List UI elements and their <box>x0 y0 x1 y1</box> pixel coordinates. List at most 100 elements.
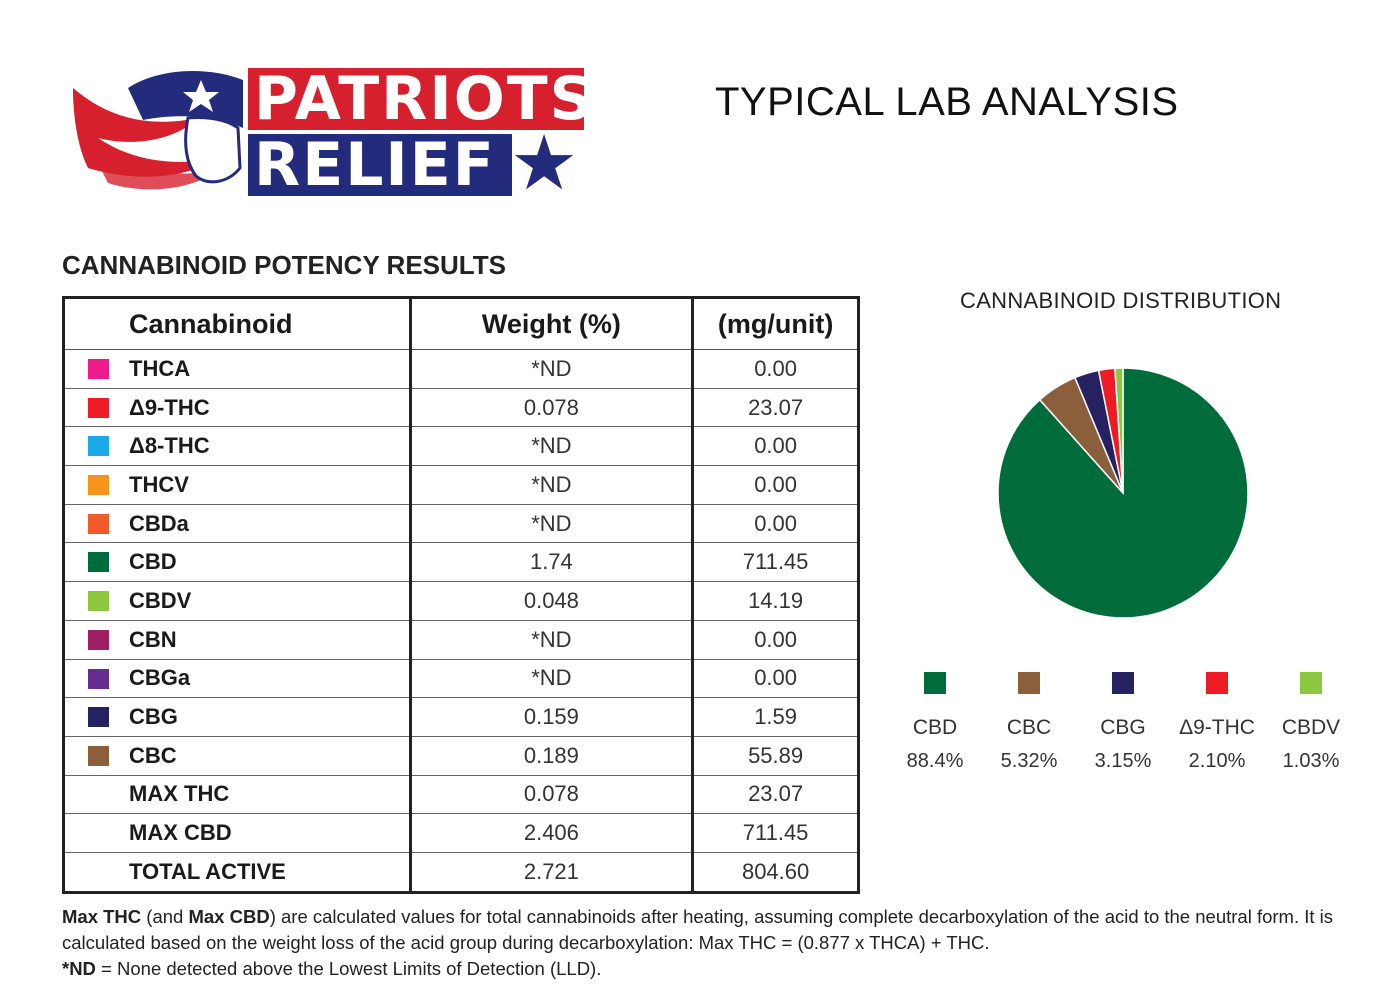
table-row: MAX THC 0.078 23.07 <box>63 775 859 815</box>
legend-item: CBDV 1.03% <box>1264 672 1358 773</box>
color-swatch <box>88 591 109 612</box>
legend-percent: 2.10% <box>1188 750 1246 772</box>
cell-cannabinoid: CBD <box>63 542 412 583</box>
cell-cannabinoid: CBN <box>63 620 412 660</box>
footnote-max-cbd: Max CBD <box>188 906 270 927</box>
cell-cannabinoid: MAX CBD <box>63 813 412 853</box>
color-swatch <box>88 707 109 728</box>
cell-weight: *ND <box>410 620 695 660</box>
cannabinoid-label: THCA <box>129 355 191 381</box>
legend-swatch <box>1300 672 1322 694</box>
cell-cannabinoid: Δ9-THC <box>63 388 412 428</box>
cannabinoid-label: TOTAL ACTIVE <box>129 858 286 884</box>
color-swatch <box>88 436 109 457</box>
cell-mg: 711.45 <box>692 813 859 853</box>
cannabinoid-label: Δ9-THC <box>129 394 210 420</box>
cell-mg: 23.07 <box>692 775 859 815</box>
cell-weight: *ND <box>410 349 695 389</box>
cannabinoid-label: CBD <box>129 549 177 575</box>
table-header-row: Cannabinoid Weight (%) (mg/unit) <box>63 297 859 350</box>
legend-label: CBDV <box>1281 716 1341 739</box>
table-row: CBG 0.159 1.59 <box>63 697 859 737</box>
cell-cannabinoid: CBDV <box>63 581 412 621</box>
color-swatch <box>88 629 109 650</box>
legend-swatch <box>924 672 946 694</box>
cannabinoid-label: CBN <box>129 626 177 652</box>
cell-cannabinoid: Δ8-THC <box>63 426 412 467</box>
section-title: CANNABINOID POTENCY RESULTS <box>62 250 506 280</box>
footnote: Max THC (and Max CBD) are calculated val… <box>62 904 1352 982</box>
chart-title: CANNABINOID DISTRIBUTION <box>960 288 1282 313</box>
footnote-text-3: = None detected above the Lowest Limits … <box>95 958 602 979</box>
header-cannabinoid: Cannabinoid <box>63 297 412 350</box>
cannabinoid-label: MAX CBD <box>129 820 232 846</box>
color-swatch <box>88 745 109 766</box>
cell-weight: 2.406 <box>410 813 695 853</box>
legend-swatch <box>1112 672 1134 694</box>
legend-item: Δ9-THC 2.10% <box>1170 672 1264 773</box>
brand-logo: PATRIOTS RELIEF ★ <box>68 58 593 208</box>
page-title: TYPICAL LAB ANALYSIS <box>715 80 1179 124</box>
logo-text-patriots: PATRIOTS <box>248 68 593 130</box>
legend-swatch <box>1206 672 1228 694</box>
color-swatch <box>88 475 109 496</box>
header-mg: (mg/unit) <box>692 297 859 350</box>
table-row: CBC 0.189 55.89 <box>63 736 859 776</box>
table-row: CBN *ND 0.00 <box>63 620 859 660</box>
cell-mg: 0.00 <box>692 349 859 389</box>
cell-cannabinoid: TOTAL ACTIVE <box>63 852 412 893</box>
cell-mg: 0.00 <box>692 620 859 660</box>
cell-weight: *ND <box>410 426 695 467</box>
cannabinoid-label: CBDV <box>129 587 192 613</box>
cell-mg: 0.00 <box>692 504 859 544</box>
cannabinoid-label: CBG <box>129 704 178 730</box>
logo-text-relief: RELIEF <box>248 134 512 196</box>
header-weight: Weight (%) <box>410 297 695 350</box>
cell-weight: 0.078 <box>410 388 695 428</box>
cell-weight: 0.159 <box>410 697 695 737</box>
cell-cannabinoid: CBDa <box>63 504 412 544</box>
cell-weight: 0.048 <box>410 581 695 621</box>
cannabinoid-label: THCV <box>129 471 189 497</box>
cell-mg: 711.45 <box>692 542 859 583</box>
legend-percent: 1.03% <box>1282 750 1340 772</box>
cannabinoid-label: CBGa <box>129 665 191 691</box>
cell-weight: *ND <box>410 465 695 505</box>
legend-swatch <box>1018 672 1040 694</box>
table-row: CBD 1.74 711.45 <box>63 542 859 583</box>
footnote-nd: *ND <box>62 958 96 979</box>
legend-item: CBC 5.32% <box>982 672 1076 773</box>
cell-mg: 0.00 <box>692 426 859 467</box>
star-icon: ★ <box>510 121 579 206</box>
cell-mg: 804.60 <box>741 858 810 884</box>
cell-mg: 1.59 <box>692 697 859 737</box>
cell-weight: 0.189 <box>410 736 695 776</box>
table-row: MAX CBD 2.406 711.45 <box>63 813 859 853</box>
table-row: TOTAL ACTIVE 2.721 804.60 <box>63 852 859 893</box>
color-swatch <box>88 668 109 689</box>
legend-item: CBG 3.15% <box>1076 672 1170 773</box>
cannabinoid-label: CBDa <box>129 510 189 536</box>
table-row: THCA *ND 0.00 <box>63 349 859 389</box>
cannabinoid-label: CBC <box>129 742 177 768</box>
color-swatch <box>88 397 109 418</box>
footnote-text-2: ) are calculated values for total cannab… <box>62 906 1334 953</box>
color-swatch <box>88 513 109 534</box>
cell-mg: 0.00 <box>692 659 859 699</box>
cell-cannabinoid: CBGa <box>63 659 412 699</box>
cell-cannabinoid: CBG <box>63 697 412 737</box>
pie-chart <box>997 367 1249 619</box>
cell-mg: 0.00 <box>692 465 859 505</box>
cell-cannabinoid: CBC <box>63 736 412 776</box>
color-swatch <box>88 862 109 882</box>
legend-label: CBD <box>912 716 958 739</box>
legend-percent: 88.4% <box>906 750 964 772</box>
cell-weight: 0.078 <box>410 775 695 815</box>
legend-label: CBG <box>1100 716 1146 739</box>
chart-legend: CBD 88.4% CBC 5.32% CBG 3.15% Δ9-THC 2.10% CBDV 1… <box>888 672 1358 773</box>
cannabinoid-label: MAX THC <box>129 781 230 807</box>
legend-percent: 3.15% <box>1094 750 1152 772</box>
legend-label: Δ9-THC <box>1179 716 1255 739</box>
color-swatch <box>88 552 109 573</box>
legend-item: CBD 88.4% <box>888 672 982 773</box>
